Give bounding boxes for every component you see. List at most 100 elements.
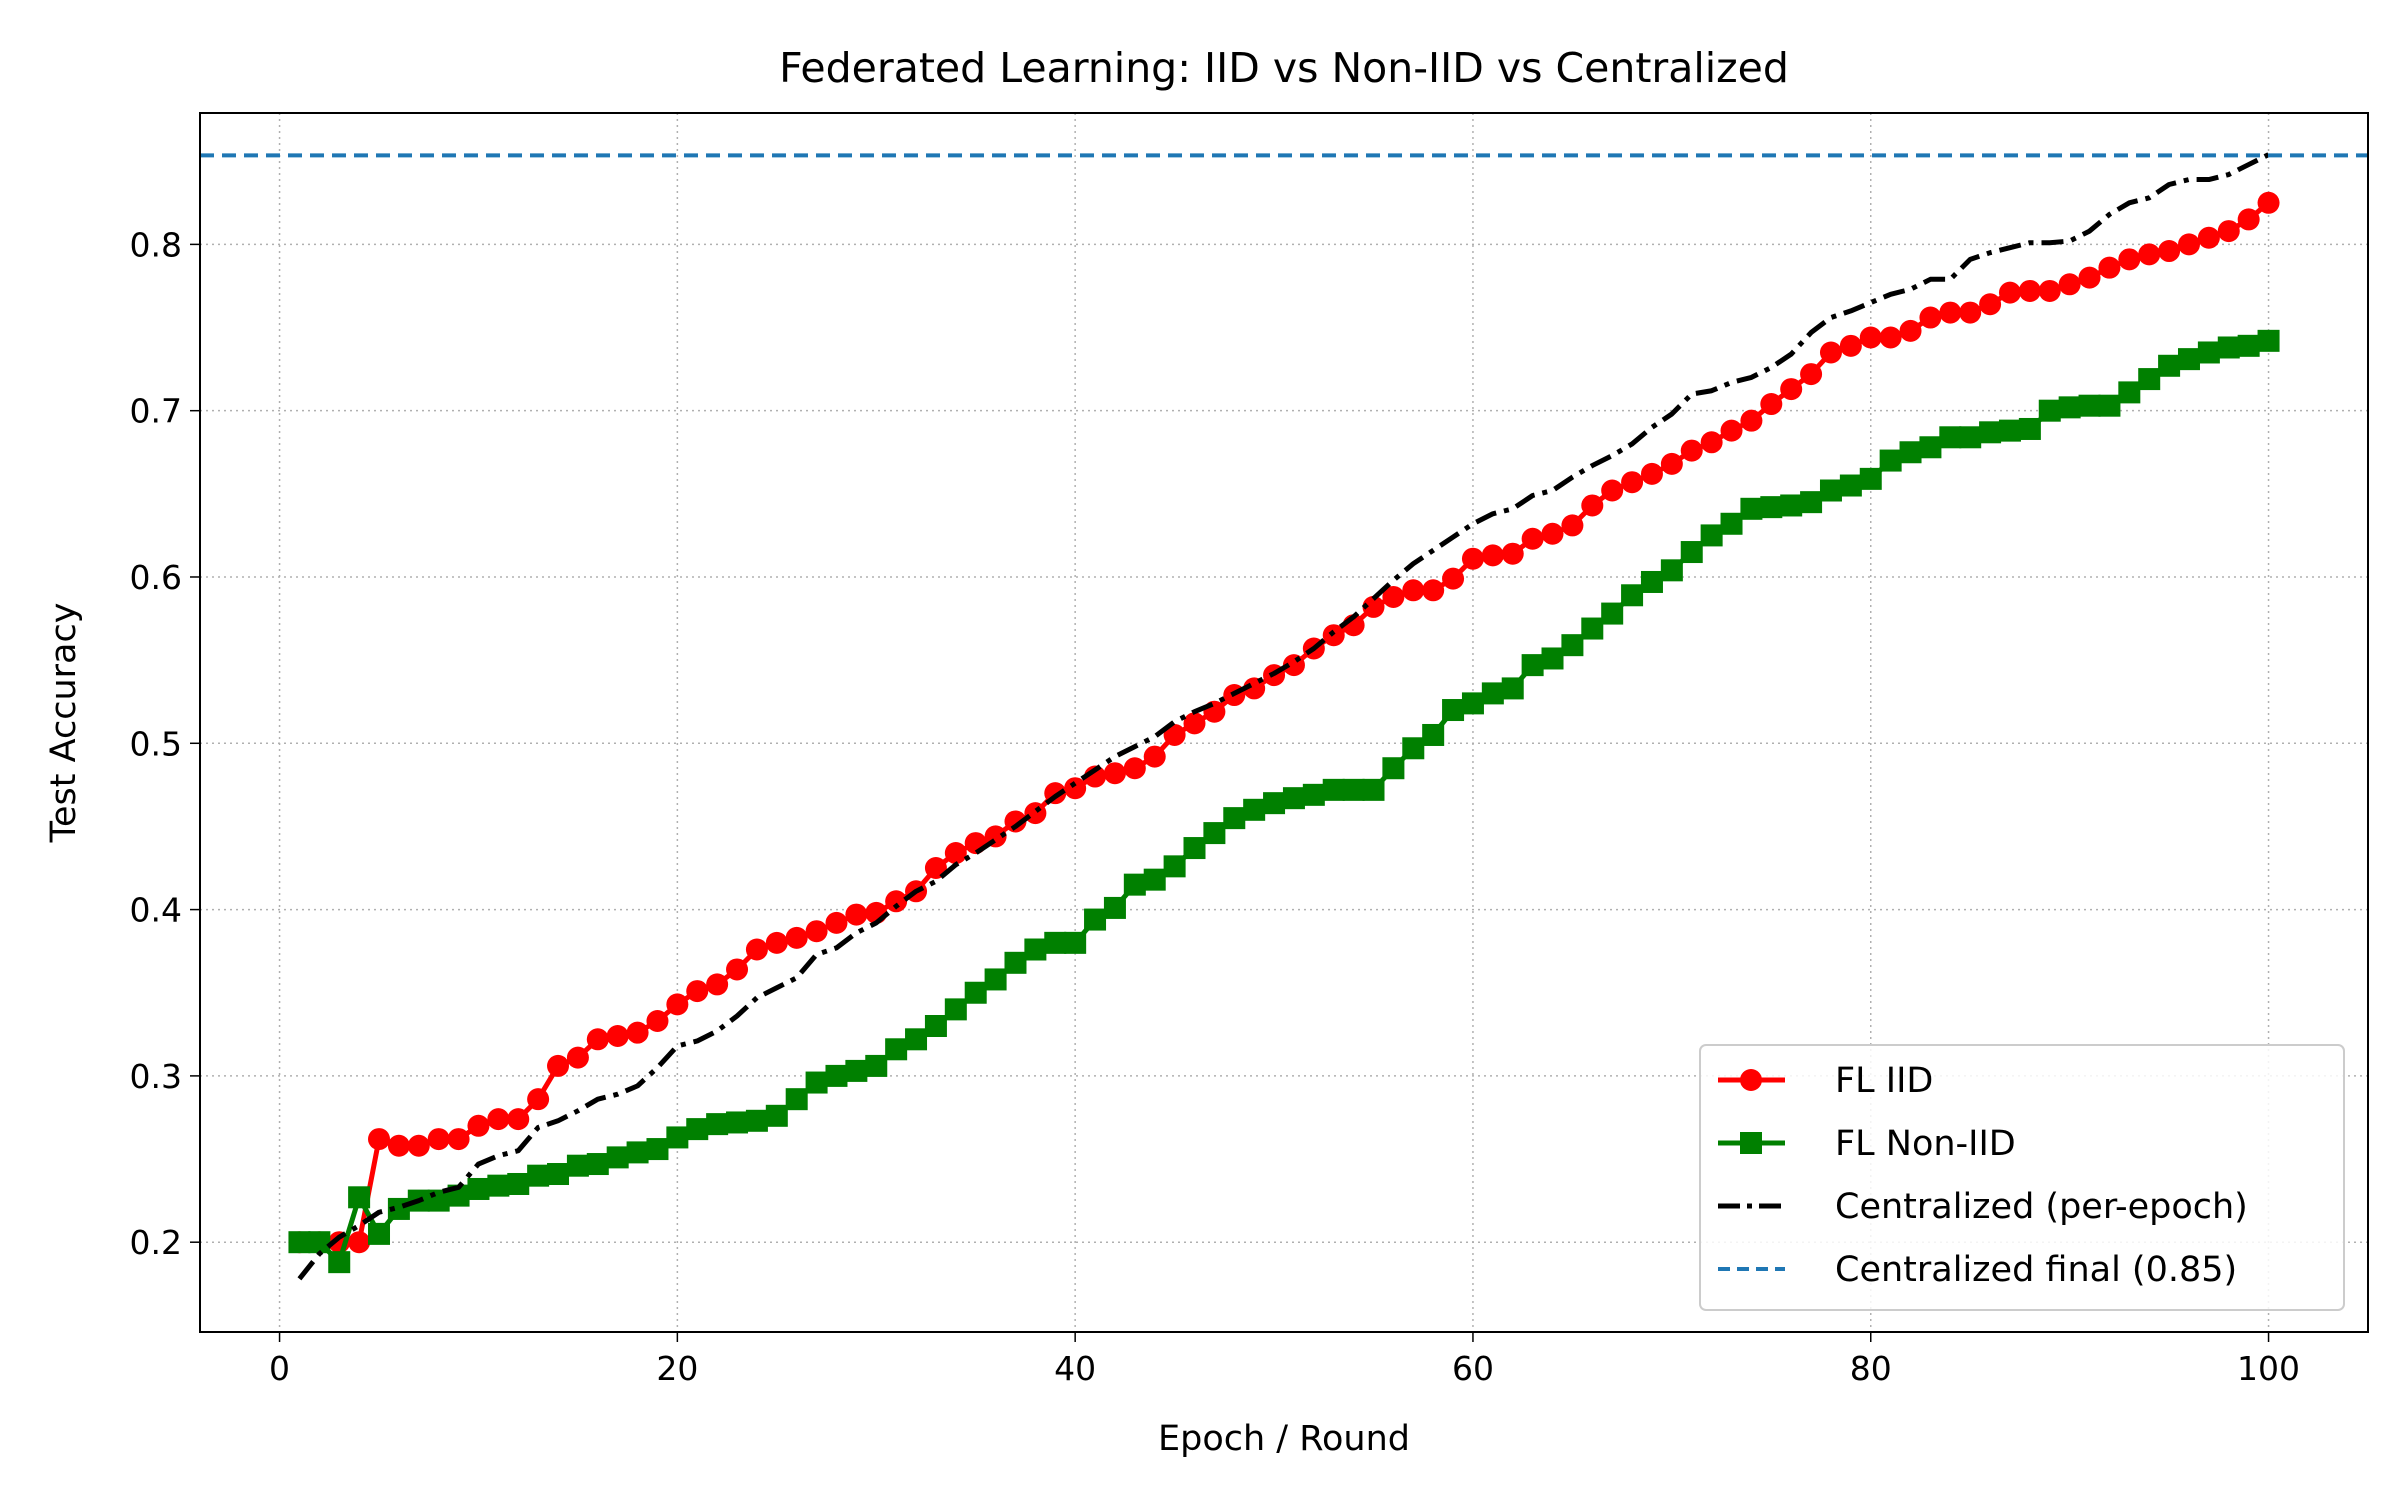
- data-point: [964, 981, 987, 1004]
- data-point: [527, 1164, 550, 1187]
- data-point: [2098, 394, 2121, 417]
- data-point: [944, 842, 967, 865]
- data-point: [1640, 462, 1663, 485]
- data-point: [905, 1028, 928, 1051]
- data-point: [1064, 777, 1087, 800]
- data-point: [765, 931, 788, 954]
- data-point: [1481, 682, 1504, 705]
- data-point: [288, 1231, 311, 1254]
- data-point: [1780, 378, 1803, 401]
- data-point: [845, 1059, 868, 1082]
- data-point: [1501, 677, 1524, 700]
- data-point: [1760, 393, 1783, 416]
- data-point: [2058, 273, 2081, 296]
- data-point: [2257, 329, 2280, 352]
- legend-label: Centralized final (0.85): [1835, 1250, 2237, 1290]
- data-point: [1800, 363, 1823, 386]
- legend-item: Centralized (per-epoch): [1718, 1187, 2248, 1227]
- data-point: [706, 973, 729, 996]
- data-point: [1859, 467, 1882, 490]
- data-point: [1700, 524, 1723, 547]
- data-point: [1163, 855, 1186, 878]
- data-point: [1879, 326, 1902, 349]
- data-point: [1461, 692, 1484, 715]
- legend-item: Centralized final (0.85): [1718, 1250, 2237, 1290]
- data-point: [1402, 737, 1425, 760]
- data-point: [2018, 279, 2041, 302]
- data-point: [507, 1172, 530, 1195]
- legend: FL IID FL Non-IID Centralized (per-epoch) C…: [1699, 1044, 2345, 1311]
- data-point: [1541, 522, 1564, 545]
- data-point: [2038, 399, 2061, 422]
- data-point: [1581, 617, 1604, 640]
- data-point: [2158, 240, 2181, 263]
- data-point: [1700, 431, 1723, 454]
- data-point: [2118, 248, 2141, 271]
- data-point: [885, 890, 908, 913]
- x-tick-label: 0: [269, 1349, 290, 1388]
- data-point: [368, 1128, 391, 1151]
- data-point: [1621, 471, 1644, 494]
- data-point: [2237, 334, 2260, 357]
- data-point: [1541, 647, 1564, 670]
- data-point: [726, 1111, 749, 1134]
- data-point: [1959, 301, 1982, 324]
- data-point: [1143, 745, 1166, 768]
- data-point: [686, 980, 709, 1003]
- data-point: [1243, 798, 1266, 821]
- x-tick-label: 40: [1054, 1349, 1096, 1388]
- data-point: [1004, 951, 1027, 974]
- data-point: [666, 1126, 689, 1149]
- data-point: [2177, 233, 2200, 256]
- data-point: [885, 1038, 908, 1061]
- data-point: [1521, 654, 1544, 677]
- data-point: [547, 1054, 570, 1077]
- data-point: [1064, 931, 1087, 954]
- data-point: [944, 998, 967, 1021]
- data-point: [1263, 792, 1286, 815]
- data-point: [527, 1088, 550, 1111]
- data-point: [1322, 778, 1345, 801]
- data-point: [547, 1163, 570, 1186]
- legend-label: Centralized (per-epoch): [1835, 1187, 2248, 1227]
- data-point: [2217, 336, 2240, 359]
- data-point: [1461, 547, 1484, 570]
- series-fl-non-iid: [288, 329, 2280, 1274]
- data-point: [726, 958, 749, 981]
- data-point: [1740, 497, 1763, 520]
- legend-item: FL Non-IID: [1718, 1124, 2016, 1164]
- data-point: [1601, 479, 1624, 502]
- plot-area: [200, 152, 2368, 1281]
- data-point: [765, 1104, 788, 1127]
- data-point: [626, 1141, 649, 1164]
- data-point: [487, 1108, 510, 1131]
- data-point: [2098, 256, 2121, 279]
- data-point: [805, 920, 828, 943]
- data-point: [1660, 452, 1683, 475]
- data-point: [686, 1118, 709, 1141]
- data-point: [2138, 243, 2161, 266]
- x-tick-label: 20: [656, 1349, 698, 1388]
- data-point: [407, 1134, 430, 1157]
- data-point: [467, 1114, 490, 1137]
- data-point: [2158, 354, 2181, 377]
- data-point: [1322, 624, 1345, 647]
- data-point: [1442, 699, 1465, 722]
- data-point: [1521, 527, 1544, 550]
- data-point: [368, 1222, 391, 1245]
- x-tick-label: 100: [2237, 1349, 2300, 1388]
- y-tick-label: 0.7: [130, 392, 182, 431]
- data-point: [646, 1010, 669, 1033]
- data-point: [1720, 419, 1743, 442]
- data-point: [606, 1024, 629, 1047]
- data-point: [1581, 494, 1604, 517]
- data-point: [1024, 938, 1047, 961]
- data-point: [1422, 723, 1445, 746]
- data-point: [745, 1109, 768, 1132]
- data-point: [1342, 778, 1365, 801]
- data-point: [825, 911, 848, 934]
- data-point: [1819, 479, 1842, 502]
- data-point: [1939, 426, 1962, 449]
- data-point: [984, 968, 1007, 991]
- data-point: [1203, 822, 1226, 845]
